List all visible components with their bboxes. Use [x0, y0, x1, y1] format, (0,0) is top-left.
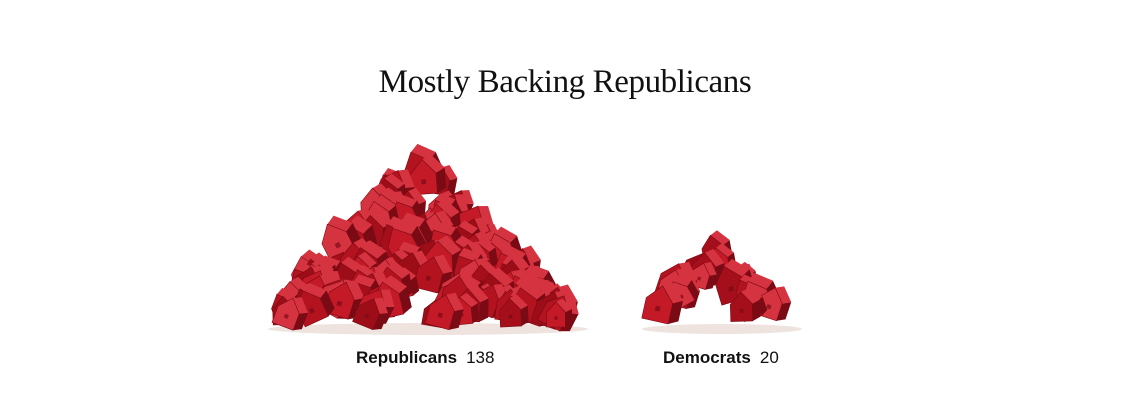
democrats-count: 20 — [759, 348, 779, 367]
democrats-house-icon — [641, 283, 683, 325]
chart-title: Mostly Backing Republicans — [378, 64, 752, 100]
republicans-label: Republicans 138 — [356, 348, 494, 368]
democrats-house-icon — [729, 287, 761, 322]
pictograph-chart — [268, 143, 802, 335]
republicans-house-icon — [352, 297, 389, 331]
republicans-house-icon — [546, 298, 573, 328]
republicans-house-pile — [271, 143, 579, 332]
democrats-category-label: Democrats — [663, 348, 751, 367]
democrats-house-pile — [641, 230, 792, 325]
republicans-category-label: Republicans — [356, 348, 458, 367]
republicans-house-icon — [424, 292, 464, 331]
republicans-house-icon — [271, 297, 309, 331]
republicans-house-icon — [499, 294, 529, 328]
democrats-label: Democrats 20 — [663, 348, 779, 368]
republicans-count: 138 — [466, 348, 495, 367]
democrats-pile-shadow — [642, 324, 802, 334]
